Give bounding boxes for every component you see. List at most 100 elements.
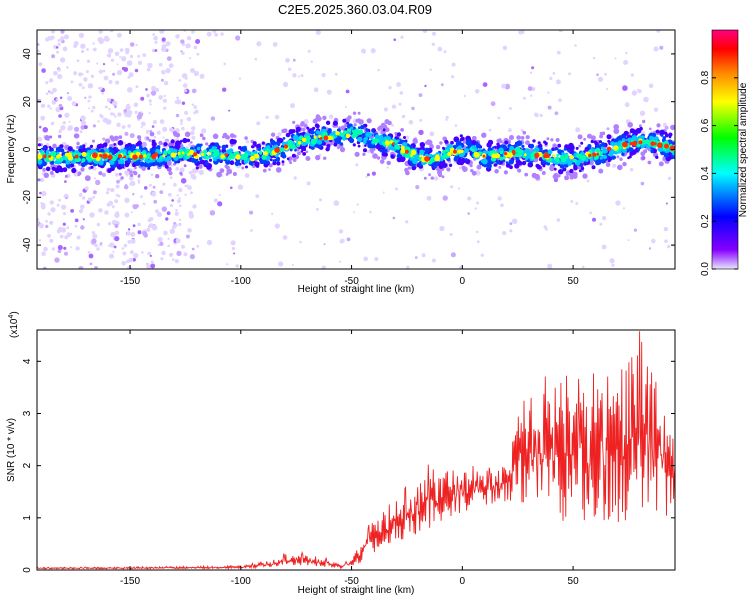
ridge-cell	[301, 127, 306, 132]
ridge-cell	[660, 151, 665, 156]
noise-speckle	[429, 68, 432, 71]
noise-speckle	[126, 60, 133, 66]
noise-speckle	[313, 87, 319, 93]
noise-speckle	[102, 63, 106, 66]
noise-speckle	[633, 228, 638, 232]
noise-speckle	[186, 116, 192, 122]
noise-speckle	[365, 175, 368, 178]
ridge-cell	[453, 149, 457, 154]
noise-speckle	[163, 230, 168, 236]
ridge-cell	[426, 139, 433, 146]
noise-speckle	[127, 88, 130, 91]
ridge-cell	[133, 171, 138, 176]
ridge-cell	[488, 158, 492, 162]
ridge-cell	[205, 161, 209, 165]
noise-speckle	[180, 122, 183, 125]
noise-speckle	[37, 217, 40, 223]
ridge-cell	[315, 124, 320, 129]
noise-speckle	[426, 195, 432, 201]
noise-speckle	[399, 91, 404, 95]
noise-speckle	[450, 75, 455, 79]
noise-speckle	[100, 242, 103, 245]
noise-speckle	[99, 86, 103, 91]
noise-speckle	[490, 101, 496, 107]
ridge-cell	[481, 132, 487, 138]
ridge-cell	[126, 146, 132, 152]
ridge-cell	[343, 130, 348, 135]
noise-speckle	[125, 114, 128, 118]
noise-speckle	[167, 237, 170, 240]
ridge-cell	[233, 151, 238, 156]
noise-speckle	[178, 197, 181, 200]
noise-speckle	[299, 240, 302, 244]
noise-speckle	[592, 56, 596, 60]
ridge-cell	[384, 140, 391, 146]
spectrogram-panel: -150 -100 -50 0 50 -40 -20 0 20 40 Height of str…	[6, 29, 676, 295]
noise-speckle	[49, 200, 54, 205]
ridge-cell	[339, 142, 344, 146]
noise-speckle	[184, 193, 187, 196]
noise-speckle	[140, 111, 143, 114]
ridge-cell	[226, 170, 230, 174]
noise-speckle	[87, 99, 91, 103]
noise-speckle	[73, 44, 77, 48]
noise-speckle	[103, 75, 109, 81]
noise-speckle	[178, 222, 182, 227]
noise-speckle	[303, 119, 309, 125]
ridge-cell	[547, 149, 553, 155]
ridge-cell	[358, 126, 361, 129]
y-tick-label: 4	[22, 358, 33, 364]
ridge-cell	[459, 134, 463, 138]
noise-speckle	[363, 256, 369, 262]
ridge-cell	[315, 130, 320, 135]
ridge-cell	[254, 154, 260, 159]
x-tick-label: 50	[568, 276, 580, 287]
ridge-cell	[654, 142, 657, 146]
ridge-cell	[297, 151, 301, 156]
noise-speckle	[321, 265, 326, 269]
noise-speckle	[163, 106, 167, 110]
ridge-cell	[159, 156, 163, 160]
noise-speckle	[217, 201, 223, 207]
ridge-cell	[77, 173, 81, 177]
noise-speckle	[157, 244, 160, 247]
ridge-cell	[599, 131, 603, 135]
ridge-cell	[381, 151, 387, 157]
noise-speckle	[149, 217, 154, 221]
ridge-cell	[263, 151, 268, 156]
noise-speckle	[310, 60, 313, 63]
noise-speckle	[57, 42, 61, 46]
ridge-cell	[583, 137, 586, 141]
noise-speckle	[151, 85, 157, 91]
noise-speckle	[107, 48, 114, 54]
ridge-cell	[538, 146, 543, 151]
ridge-cell	[539, 166, 542, 169]
noise-speckle	[653, 107, 659, 112]
ridge-cell	[195, 166, 199, 170]
ridge-cell	[357, 111, 361, 115]
ridge-cell	[605, 162, 611, 167]
noise-speckle	[181, 51, 185, 55]
ridge-cell	[496, 160, 501, 165]
noise-speckle	[431, 42, 435, 46]
noise-speckle	[293, 176, 297, 180]
ridge-cell	[622, 161, 627, 167]
noise-speckle	[148, 112, 151, 115]
ridge-cell	[360, 125, 365, 130]
ridge-cell	[334, 138, 340, 144]
noise-speckle	[65, 196, 68, 200]
noise-speckle	[181, 101, 186, 105]
ridge-cell	[234, 161, 240, 167]
noise-speckle	[114, 105, 117, 109]
ridge-cell	[526, 152, 532, 157]
noise-speckle	[161, 70, 166, 75]
ridge-cell	[357, 136, 363, 142]
ridge-cell	[358, 129, 363, 134]
ridge-cell	[73, 133, 80, 139]
noise-speckle	[209, 210, 216, 216]
noise-speckle	[90, 74, 95, 79]
noise-speckle	[174, 259, 179, 264]
noise-speckle	[169, 228, 175, 234]
ridge-cell	[163, 142, 168, 147]
noise-speckle	[145, 129, 150, 133]
